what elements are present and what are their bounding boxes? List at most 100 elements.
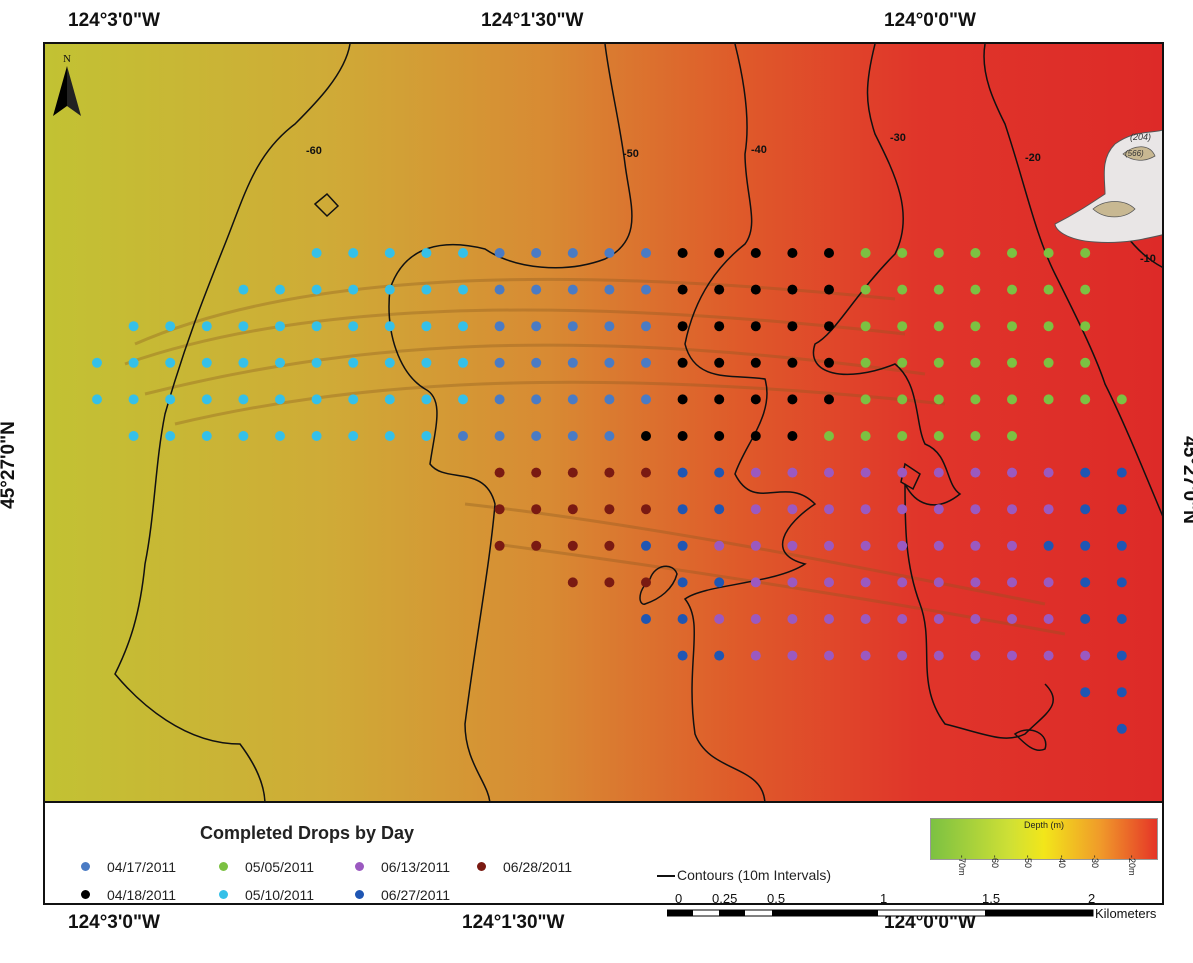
drop-point bbox=[458, 321, 468, 332]
drop-point bbox=[275, 431, 285, 441]
legend-dot-0510 bbox=[219, 890, 228, 899]
drop-point bbox=[1007, 540, 1017, 551]
scale-unit: Kilometers bbox=[1095, 906, 1157, 921]
drop-point bbox=[933, 431, 944, 441]
drop-point bbox=[677, 614, 688, 624]
legend-label-0417: 04/17/2011 bbox=[107, 859, 177, 875]
bottom-lon-label-1: 124°3'0"W bbox=[68, 912, 160, 933]
drop-point bbox=[860, 577, 871, 588]
drop-point bbox=[860, 504, 871, 515]
drop-point bbox=[641, 394, 651, 405]
drop-point bbox=[787, 467, 798, 478]
contour-20 bbox=[983, 44, 1162, 517]
drop-point bbox=[860, 431, 871, 441]
drop-point bbox=[128, 357, 139, 368]
drop-point bbox=[311, 357, 322, 368]
legend-dot-0417 bbox=[81, 862, 90, 871]
drop-point bbox=[494, 284, 505, 295]
legend-dot-0418 bbox=[81, 890, 90, 899]
drop-point bbox=[641, 431, 651, 441]
legend-dot-0505 bbox=[219, 862, 228, 871]
drop-point bbox=[677, 431, 688, 441]
drop-point bbox=[897, 614, 908, 624]
drop-point bbox=[92, 394, 102, 405]
drop-point bbox=[714, 614, 725, 624]
contour-misc2 bbox=[1013, 729, 1047, 751]
drop-point bbox=[1007, 614, 1017, 624]
drop-point bbox=[494, 431, 505, 441]
drop-point bbox=[421, 394, 432, 405]
drop-point bbox=[238, 394, 249, 405]
drop-point bbox=[531, 540, 542, 551]
drop-point bbox=[567, 467, 578, 478]
drop-point bbox=[604, 321, 615, 332]
drop-point bbox=[458, 248, 468, 258]
drop-point bbox=[348, 431, 359, 441]
drop-point bbox=[531, 321, 542, 332]
colorbar-tick-60: -60 bbox=[990, 855, 1000, 869]
drop-point bbox=[348, 321, 359, 332]
land-label-566: (566) bbox=[1125, 149, 1144, 158]
bathymetry-map: (204) (566) -60 -50 -40 -30 -20 -10 N bbox=[43, 42, 1164, 803]
drop-point bbox=[531, 394, 542, 405]
drop-point bbox=[567, 284, 578, 295]
drop-point bbox=[677, 321, 688, 332]
legend-label-0510: 05/10/2011 bbox=[245, 887, 315, 903]
drop-point bbox=[1116, 504, 1127, 515]
legend-item-0628: 06/28/2011 bbox=[477, 859, 573, 875]
land-label-204: (204) bbox=[1130, 132, 1151, 142]
drop-point bbox=[970, 614, 981, 624]
drop-point bbox=[824, 357, 834, 368]
legend-label-0628: 06/28/2011 bbox=[503, 859, 573, 875]
drop-point bbox=[714, 357, 725, 368]
drop-point bbox=[933, 504, 944, 515]
drop-point bbox=[1043, 248, 1054, 258]
drop-point bbox=[384, 431, 395, 441]
drop-point bbox=[604, 504, 615, 515]
drop-point bbox=[641, 577, 651, 588]
drop-point bbox=[897, 504, 908, 515]
drop-point bbox=[348, 357, 359, 368]
drop-point bbox=[275, 284, 285, 295]
drop-point bbox=[494, 394, 505, 405]
left-lat-label: 45°27'0"N bbox=[0, 421, 19, 509]
legend-label-0505: 05/05/2011 bbox=[245, 859, 315, 875]
drop-point bbox=[970, 394, 981, 405]
drop-point bbox=[567, 248, 578, 258]
contour-label-60: -60 bbox=[306, 145, 322, 157]
drop-point bbox=[933, 614, 944, 624]
drop-point bbox=[604, 431, 615, 441]
drop-point bbox=[1043, 467, 1054, 478]
drop-point bbox=[714, 650, 725, 661]
drop-point bbox=[384, 248, 395, 258]
drop-point bbox=[494, 540, 505, 551]
drop-point bbox=[1043, 284, 1054, 295]
colorbar-title: Depth (m) bbox=[1023, 820, 1064, 830]
drop-point bbox=[1080, 650, 1091, 661]
drop-point bbox=[714, 504, 725, 515]
colorbar-tick-70: -70m bbox=[957, 855, 967, 876]
drop-point bbox=[824, 504, 834, 515]
depth-colorbar: Depth (m) bbox=[930, 818, 1158, 860]
drop-point bbox=[238, 357, 249, 368]
drop-point bbox=[860, 650, 871, 661]
legend-dot-0628 bbox=[477, 862, 486, 871]
depth-surface bbox=[45, 44, 1162, 801]
drop-point bbox=[1080, 248, 1091, 258]
map-canvas: (204) (566) -60 -50 -40 -30 -20 -10 N bbox=[45, 44, 1162, 801]
drop-point bbox=[1007, 431, 1017, 441]
scale-label-15: 1.5 bbox=[982, 891, 1001, 906]
drop-point bbox=[750, 504, 761, 515]
drop-point bbox=[567, 394, 578, 405]
drop-point bbox=[458, 357, 468, 368]
drop-point bbox=[1043, 577, 1054, 588]
drop-point bbox=[860, 321, 871, 332]
legend-item-0417: 04/17/2011 bbox=[81, 859, 177, 875]
drop-point bbox=[1080, 467, 1091, 478]
legend-item-0627: 06/27/2011 bbox=[355, 887, 450, 903]
drop-point bbox=[677, 540, 688, 551]
drop-point bbox=[677, 394, 688, 405]
drop-point bbox=[641, 614, 651, 624]
drop-point bbox=[494, 357, 505, 368]
drop-point bbox=[787, 540, 798, 551]
